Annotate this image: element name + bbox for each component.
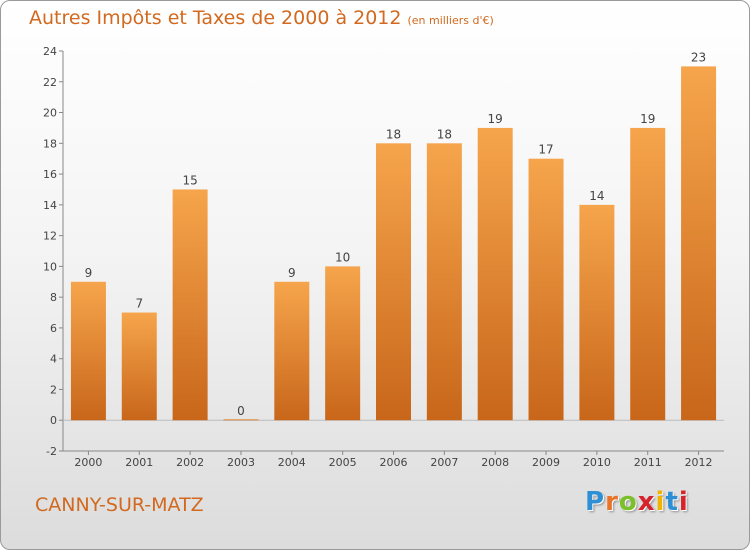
logo-letter: o xyxy=(618,487,638,517)
logo-letter: i xyxy=(655,487,666,517)
y-tick-label: 6 xyxy=(50,322,57,335)
y-tick-label: 16 xyxy=(43,168,57,181)
y-tick-label: 24 xyxy=(43,45,57,58)
x-tick-label: 2006 xyxy=(380,456,408,469)
x-tick-label: 2010 xyxy=(583,456,611,469)
x-tick-label: 2005 xyxy=(329,456,357,469)
data-label: 10 xyxy=(335,250,350,264)
y-tick-label: 12 xyxy=(43,230,57,243)
bar xyxy=(630,127,666,421)
proxiti-logo: Proxiti xyxy=(585,487,689,517)
chart-unit: (en milliers d'€) xyxy=(407,14,494,27)
data-label: 7 xyxy=(135,297,143,311)
x-tick-label: 2009 xyxy=(532,456,560,469)
y-tick-label: -2 xyxy=(46,445,57,458)
y-tick-label: 4 xyxy=(50,353,57,366)
x-tick-label: 2011 xyxy=(634,456,662,469)
data-label: 19 xyxy=(488,112,503,126)
y-tick-label: 20 xyxy=(43,107,57,120)
data-label: 9 xyxy=(85,266,93,280)
bar xyxy=(426,143,462,421)
y-tick-label: 2 xyxy=(50,383,57,396)
logo-letter: r xyxy=(605,487,619,517)
data-label: 18 xyxy=(437,127,452,141)
data-label: 19 xyxy=(640,112,655,126)
x-tick-label: 2008 xyxy=(481,456,509,469)
x-tick-label: 2002 xyxy=(176,456,204,469)
data-label: 9 xyxy=(288,266,296,280)
bar xyxy=(70,281,106,421)
y-tick-label: 22 xyxy=(43,76,57,89)
chart-title: Autres Impôts et Taxes de 2000 à 2012 xyxy=(29,7,402,29)
data-label: 17 xyxy=(538,143,553,157)
place-name: CANNY-SUR-MATZ xyxy=(35,494,204,516)
data-label: 18 xyxy=(386,127,401,141)
data-label: 14 xyxy=(589,189,604,203)
bar xyxy=(223,419,259,421)
bar xyxy=(376,143,411,421)
data-label: 0 xyxy=(237,404,245,418)
data-label: 23 xyxy=(691,50,706,64)
bar xyxy=(121,312,157,421)
bar xyxy=(681,66,717,421)
bar xyxy=(274,281,310,421)
x-tick-label: 2007 xyxy=(430,456,458,469)
y-tick-label: 8 xyxy=(50,291,57,304)
logo-letter: i xyxy=(678,487,689,517)
x-tick-label: 2003 xyxy=(227,456,255,469)
y-tick-label: 18 xyxy=(43,137,57,150)
bar xyxy=(579,204,615,421)
bar xyxy=(477,127,513,421)
y-tick-label: 14 xyxy=(43,199,57,212)
x-tick-label: 2001 xyxy=(125,456,153,469)
x-tick-label: 2012 xyxy=(685,456,713,469)
data-label: 15 xyxy=(182,173,197,187)
logo-letter: t xyxy=(665,487,679,517)
y-tick-label: 10 xyxy=(43,260,57,273)
y-tick-label: 0 xyxy=(50,414,57,427)
chart-title-block: Autres Impôts et Taxes de 2000 à 2012 (en… xyxy=(29,7,494,29)
x-tick-label: 2000 xyxy=(74,456,102,469)
x-tick-label: 2004 xyxy=(278,456,306,469)
bar xyxy=(172,189,208,421)
logo-letter: P xyxy=(585,487,606,517)
bar xyxy=(325,266,361,421)
bar xyxy=(528,158,564,421)
logo-letter: x xyxy=(637,487,656,517)
